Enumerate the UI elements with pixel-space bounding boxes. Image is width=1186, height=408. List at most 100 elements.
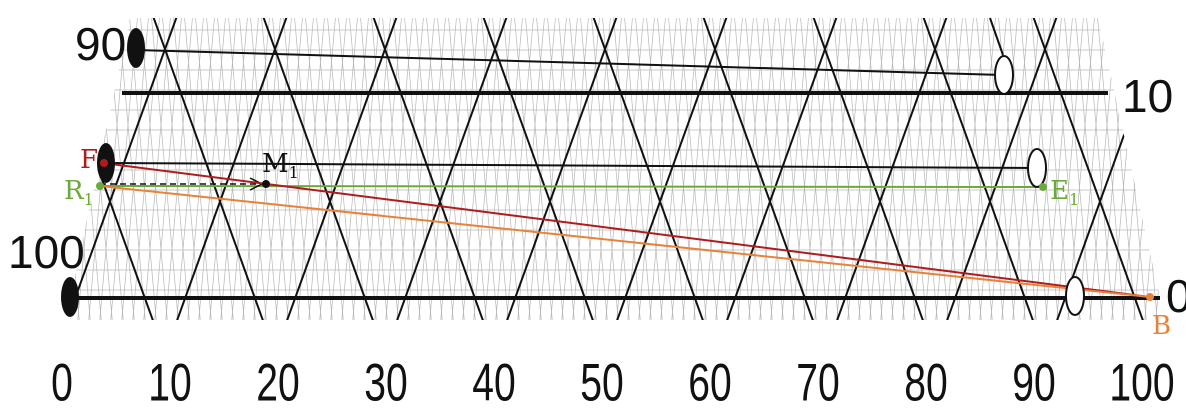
fine-diagonal-line [259,18,291,320]
major-diagonal-line [389,18,521,320]
extract-line-r1-e1 [99,185,1044,188]
fine-diagonal-line [314,18,346,320]
fine-diagonal-line [999,18,1031,320]
fine-diagonal-line [226,18,258,320]
fine-diagonal-line [449,18,481,320]
fine-diagonal-line [490,18,522,320]
major-diagonal-line [70,18,191,320]
fine-diagonal-line [622,18,654,320]
fine-diagonal-line [897,18,929,320]
fine-diagonal-line [820,18,852,320]
fine-diagonal-line [680,18,712,320]
fine-diagonal-line [32,0,62,340]
fine-diagonal-line [702,18,734,320]
fine-diagonal-line [501,18,533,320]
fine-diagonal-line [779,18,811,320]
fine-diagonal-line [479,18,511,320]
right-marker-top [994,55,1014,95]
fine-diagonal-line [556,18,588,320]
bottom-tick-label: 100 [1109,353,1174,408]
fine-diagonal-line [611,18,643,320]
fine-diagonal-line [163,18,195,320]
bottom-tick-label: 0 [51,353,73,408]
fine-diagonal-line [614,18,646,320]
bottom-tick-label: 50 [580,353,623,408]
fine-diagonal-line [1128,18,1160,320]
fine-diagonal-line [592,18,624,320]
major-diagonal-line [579,18,711,320]
fine-diagonal-line [482,18,514,320]
label-r1-sub: 1 [84,190,94,209]
fine-diagonal-line [402,18,434,320]
fine-diagonal-line [438,18,470,320]
fine-diagonal-line [636,18,668,320]
bottom-axis: 0 10 20 30 40 50 60 70 80 90 100 [51,353,1174,408]
fine-diagonal-line [878,18,910,320]
fine-diagonal-line [823,18,855,320]
fine-diagonal-line [493,18,525,320]
major-diagonal-line [169,18,301,320]
bottom-tick-label: 90 [1012,353,1055,408]
fine-diagonal-line [0,0,4,340]
fine-diagonal-line [644,18,676,320]
label-r1-main: R [64,176,85,206]
fine-diagonal-line [658,18,690,320]
label-m1: M1 [262,149,299,182]
fine-diagonal-line [174,18,206,320]
fine-diagonal-line [1084,18,1116,320]
major-diagonal-line [829,18,961,320]
fine-diagonal-line [930,18,962,320]
right-label-0: 0 [1166,270,1186,322]
fine-diagonal-line [974,18,1006,320]
fine-diagonal-line [270,18,302,320]
fine-diagonal-line [0,0,29,340]
fine-diagonal-line [842,18,874,320]
fine-diagonal-line [809,18,841,320]
fine-diagonal-line [207,18,239,320]
fine-diagonal-line [240,18,272,320]
major-diagonal-line [249,18,381,320]
bottom-tick-label: 70 [796,353,839,408]
fine-diagonal-line [262,18,294,320]
point-f [100,159,108,167]
point-e1 [1039,183,1047,191]
fine-diagonal-line [171,18,203,320]
fine-diagonal-line [0,0,7,340]
major-diagonal-line [279,18,411,320]
major-diagonal-line [799,18,931,320]
label-m1-sub: 1 [289,163,299,182]
fine-diagonal-line [768,18,800,320]
major-diagonal-line [609,18,741,320]
left-label-90: 90 [75,18,126,70]
fine-diagonal-line [567,18,599,320]
fine-diagonal-line [537,18,569,320]
fine-diagonal-line [204,18,236,320]
fine-diagonal-line [292,18,324,320]
tie-line-upper [135,49,1004,76]
fine-diagonal-line [944,18,976,320]
fine-diagonal-line [856,18,888,320]
fine-diagonal-line [10,0,40,340]
fine-diagonal-line [21,0,51,340]
fine-diagonal-line [933,18,965,320]
left-marker-bottom [61,277,79,317]
left-marker-top [127,28,145,68]
fine-diagonal-line [526,18,558,320]
fine-diagonal-line [116,18,148,320]
fine-diagonal-line [589,18,621,320]
fine-diagonal-line [0,0,15,340]
fine-diagonal-line [570,18,602,320]
fine-diagonal-line [237,18,269,320]
fine-diagonal-line [908,18,940,320]
fine-diagonal-line [548,18,580,320]
major-diagonal-line [689,18,821,320]
fine-diagonal-line [666,18,698,320]
fine-diagonal-line [732,18,764,320]
right-label-10: 10 [1122,70,1173,122]
fine-diagonal-line [559,18,591,320]
fine-diagonal-line [29,0,59,340]
fine-diagonal-line [130,18,162,320]
label-f: F [80,145,98,175]
bottom-tick-label: 30 [364,353,407,408]
